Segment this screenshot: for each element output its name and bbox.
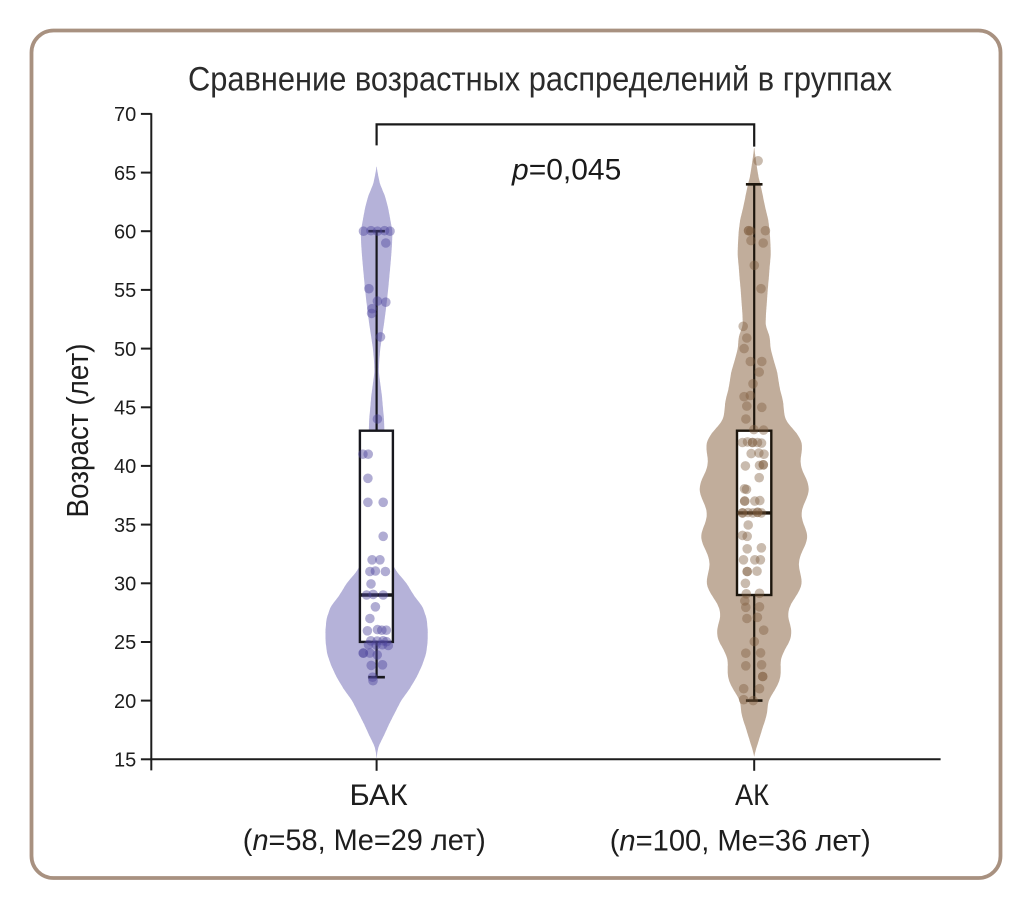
svg-text:45: 45 [114, 398, 136, 420]
svg-text:55: 55 [114, 280, 136, 302]
svg-text:15: 15 [114, 750, 136, 772]
svg-text:(n=100, Me=36 лет): (n=100, Me=36 лет) [610, 824, 871, 857]
svg-text:БАК: БАК [350, 779, 409, 812]
svg-text:35: 35 [114, 515, 136, 537]
svg-text:20: 20 [114, 691, 136, 713]
svg-text:АК: АК [735, 779, 769, 812]
svg-text:70: 70 [114, 104, 136, 126]
svg-text:65: 65 [114, 163, 136, 185]
svg-text:60: 60 [114, 221, 136, 243]
svg-text:25: 25 [114, 632, 136, 654]
svg-text:50: 50 [114, 339, 136, 361]
svg-text:Сравнение возрастных распредел: Сравнение возрастных распределений в гру… [188, 61, 892, 99]
svg-text:p=0,045: p=0,045 [511, 154, 621, 187]
svg-text:Возраст (лет): Возраст (лет) [60, 344, 95, 518]
svg-text:40: 40 [114, 456, 136, 478]
svg-text:30: 30 [114, 574, 136, 596]
svg-text:(n=58, Me=29 лет): (n=58, Me=29 лет) [243, 824, 486, 857]
